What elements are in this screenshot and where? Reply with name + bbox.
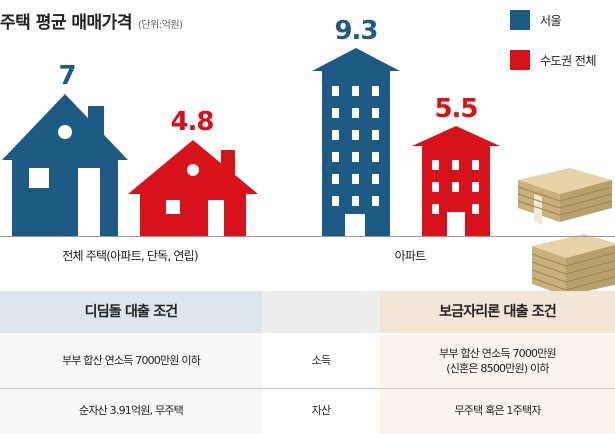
didimdol-income: 부부 합산 연소득 7000만원 이하 <box>0 335 262 388</box>
house-icon <box>128 140 258 236</box>
bogeumjari-assets: 무주택 혹은 1주택자 <box>380 389 615 434</box>
header-middle <box>262 291 380 333</box>
legend-item-metro: 수도권 전체 <box>510 50 597 70</box>
house-icon <box>2 94 128 236</box>
table-row-assets: 순자산 3.91억원, 무주택 자산 무주택 혹은 1주택자 <box>0 389 615 434</box>
row-label-income: 소득 <box>311 354 331 368</box>
bogeumjari-income: 부부 합산 연소득 7000만원 (신혼은 8500만원) 이하 <box>380 335 615 388</box>
chart-baseline <box>0 236 615 237</box>
money-stack-icon <box>517 168 615 296</box>
didimdol-assets: 순자산 3.91억원, 무주택 <box>0 389 262 434</box>
table-row-income: 부부 합산 연소득 7000만원 이하 소득 부부 합산 연소득 7000만원 … <box>0 335 615 388</box>
unit-note: (단위:억원) <box>137 20 183 31</box>
value-label-house-seoul: 7 <box>58 61 76 91</box>
page-title: 주택 평균 매매가격 <box>0 13 132 33</box>
category-label-all-housing: 전체 주택(아파트, 단독, 연립) <box>62 249 198 263</box>
row-label-assets: 자산 <box>311 404 331 418</box>
row-divider <box>0 388 615 389</box>
value-label-apartment-metro: 5.5 <box>434 94 478 124</box>
bogeumjari-income-line1: 부부 합산 연소득 7000만원 <box>439 347 557 361</box>
legend-label-metro: 수도권 전체 <box>540 53 597 68</box>
legend-item-seoul: 서울 <box>510 10 596 30</box>
title-wrap: 주택 평균 매매가격 (단위:억원) <box>0 8 183 33</box>
legend-label-seoul: 서울 <box>540 13 562 28</box>
value-label-house-metro: 4.8 <box>170 107 214 137</box>
legend: 서울 수도권 전체 <box>510 10 597 90</box>
category-label-apartment: 아파트 <box>394 249 427 263</box>
apartment-building-icon <box>412 126 500 236</box>
header-bogeumjari: 보금자리론 대출 조건 <box>380 291 615 333</box>
header-didimdol: 디딤돌 대출 조건 <box>0 291 262 333</box>
value-label-apartment-seoul: 9.3 <box>334 16 378 46</box>
legend-swatch-seoul <box>510 10 530 30</box>
table-header-row: 디딤돌 대출 조건 보금자리론 대출 조건 <box>0 291 615 333</box>
apartment-building-icon <box>312 48 400 236</box>
bogeumjari-income-line2: (신혼은 8500만원) 이하 <box>446 361 549 375</box>
legend-swatch-metro <box>510 50 530 70</box>
